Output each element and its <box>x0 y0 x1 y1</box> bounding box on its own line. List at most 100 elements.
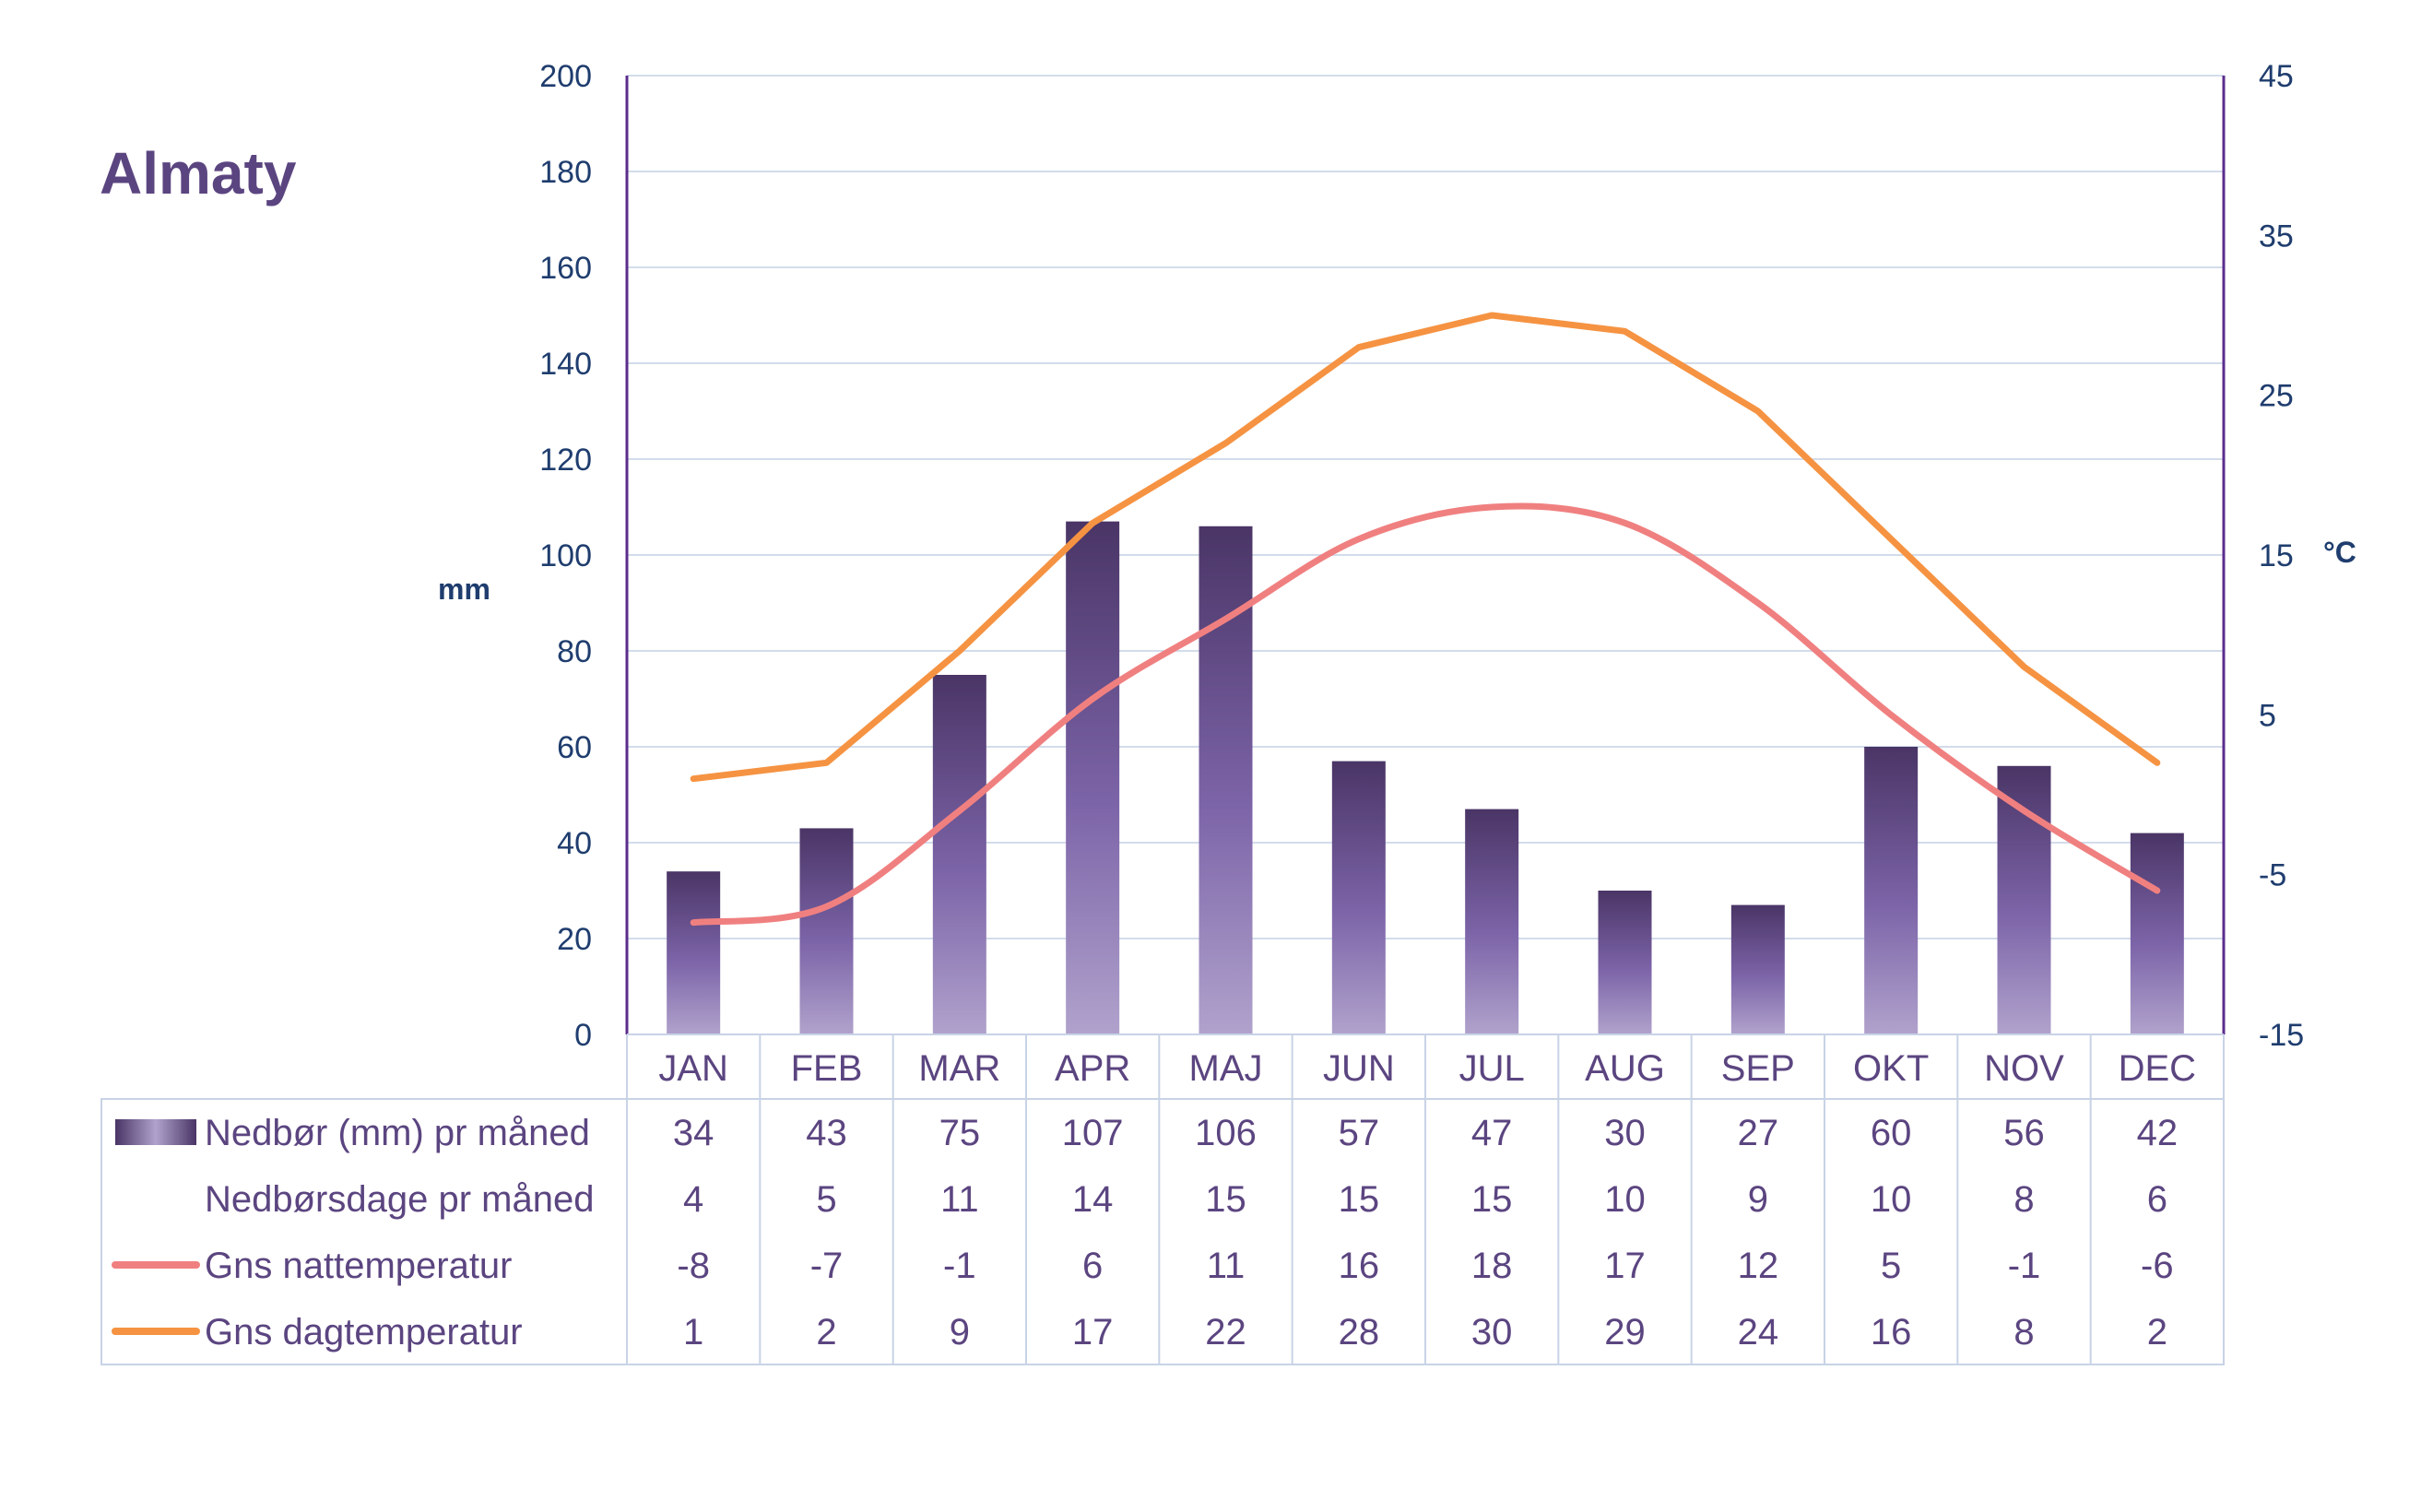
day-temperature-line <box>690 312 2161 783</box>
table-cell: 1 <box>683 1312 703 1353</box>
table-cell: 107 <box>1062 1113 1124 1153</box>
table-cell: 42 <box>2137 1113 2179 1153</box>
table-cell: 10 <box>1604 1179 1646 1220</box>
table-cell: 6 <box>2147 1179 2167 1220</box>
table-cell: 17 <box>1604 1246 1646 1286</box>
row-label: Gns nattemperatur <box>205 1246 513 1286</box>
table-cell: 28 <box>1339 1312 1380 1353</box>
precipitation-bar <box>1066 521 1120 1034</box>
left-tick-label: 80 <box>557 634 592 669</box>
table-cell: 11 <box>940 1179 979 1220</box>
table-cell: 8 <box>2013 1179 2034 1220</box>
precipitation-bar <box>1997 765 2051 1034</box>
table-cell: 56 <box>2003 1113 2045 1153</box>
table-cell: 12 <box>1738 1246 1779 1286</box>
table-cell: -1 <box>943 1246 976 1286</box>
table-cell: -6 <box>2141 1246 2174 1286</box>
left-tick-label: 0 <box>574 1018 592 1053</box>
row-label: Gns dagtemperatur <box>205 1312 523 1353</box>
table-cell: 29 <box>1604 1312 1646 1353</box>
table-cell: 10 <box>1871 1179 1912 1220</box>
table-cell: 75 <box>939 1113 981 1153</box>
table-cell: 8 <box>2013 1312 2034 1353</box>
left-tick-label: 40 <box>557 826 592 861</box>
table-cell: 6 <box>1082 1246 1103 1286</box>
table-cell: -8 <box>677 1246 710 1286</box>
table-cell: 57 <box>1339 1113 1380 1153</box>
left-tick-label: 180 <box>539 155 592 190</box>
table-cell: 60 <box>1871 1113 1912 1153</box>
table-cell: 106 <box>1195 1113 1257 1153</box>
legend-key-bars <box>115 1119 196 1145</box>
right-axis-unit: °C <box>2323 536 2356 569</box>
precipitation-bar <box>1598 891 1652 1034</box>
table-cell: 24 <box>1738 1312 1779 1353</box>
row-label: Nedbør (mm) pr måned <box>205 1113 590 1153</box>
left-tick-label: 200 <box>539 59 592 94</box>
data-table: JAN FEB MAR APR MAJ JUN JUL AUG SEP OKT NOV DEC Nedb… <box>100 1034 2225 1365</box>
left-tick-label: 140 <box>539 347 592 382</box>
left-tick-label: 20 <box>557 922 592 957</box>
table-cell: 2 <box>2147 1312 2167 1353</box>
table-cell: 27 <box>1738 1113 1779 1153</box>
left-axis-unit: mm <box>438 573 490 606</box>
month-label: APR <box>1055 1048 1130 1089</box>
table-cell: 16 <box>1339 1246 1380 1286</box>
table-cell: 16 <box>1871 1312 1912 1353</box>
temperature-lines <box>690 312 2161 927</box>
table-cell: 9 <box>1748 1179 1768 1220</box>
precipitation-bar <box>1199 526 1253 1034</box>
precipitation-bar <box>1864 747 1919 1034</box>
left-tick-label: 120 <box>539 443 592 478</box>
table-cell: 30 <box>1471 1312 1513 1353</box>
chart-title: Almaty <box>100 140 297 207</box>
table-cell: 22 <box>1205 1312 1246 1353</box>
right-tick-label: 5 <box>2259 698 2276 733</box>
right-tick-label: -15 <box>2259 1018 2304 1053</box>
table-cell: 15 <box>1339 1179 1380 1220</box>
left-tick-label: 100 <box>539 538 592 573</box>
table-cell: -7 <box>810 1246 844 1286</box>
month-label: NOV <box>1984 1048 2064 1089</box>
right-tick-label: -5 <box>2259 858 2286 893</box>
gridlines <box>627 75 2224 939</box>
table-cell: 43 <box>806 1113 847 1153</box>
table-cell: 14 <box>1072 1179 1114 1220</box>
month-label: JUN <box>1323 1048 1395 1089</box>
precipitation-bar <box>2130 833 2184 1034</box>
precipitation-bar <box>667 871 721 1034</box>
table-cell: 11 <box>1207 1246 1246 1286</box>
table-cell: 2 <box>816 1312 836 1353</box>
left-tick-label: 160 <box>539 251 592 286</box>
month-label: DEC <box>2119 1048 2196 1089</box>
table-cell: 34 <box>673 1113 714 1153</box>
precipitation-bar <box>1730 904 1785 1034</box>
right-tick-label: 25 <box>2259 379 2294 414</box>
right-tick-label: 15 <box>2259 538 2294 573</box>
table-cell: 5 <box>1881 1246 1901 1286</box>
table-cell: 17 <box>1072 1312 1114 1353</box>
table-cell: -1 <box>2008 1246 2041 1286</box>
precipitation-bar <box>1465 809 1519 1034</box>
precipitation-bar <box>1331 761 1386 1034</box>
month-label: MAR <box>918 1048 1000 1089</box>
table-cell: 4 <box>683 1179 703 1220</box>
table-cell: 30 <box>1604 1113 1646 1153</box>
right-tick-label: 35 <box>2259 219 2294 254</box>
row-label: Nedbørsdage pr måned <box>205 1179 594 1220</box>
table-cell: 5 <box>816 1179 836 1220</box>
month-label: FEB <box>791 1048 863 1089</box>
left-tick-label: 60 <box>557 730 592 765</box>
month-label: SEP <box>1721 1048 1795 1089</box>
table-cell: 18 <box>1471 1246 1513 1286</box>
month-label: JAN <box>658 1048 728 1089</box>
precipitation-bar <box>932 675 986 1034</box>
table-cell: 15 <box>1205 1179 1246 1220</box>
month-label: OKT <box>1853 1048 1929 1089</box>
precipitation-bar <box>799 828 854 1034</box>
table-cell: 15 <box>1471 1179 1513 1220</box>
month-label: AUG <box>1585 1048 1665 1089</box>
precipitation-bars <box>667 521 2184 1034</box>
month-label: JUL <box>1459 1048 1525 1089</box>
